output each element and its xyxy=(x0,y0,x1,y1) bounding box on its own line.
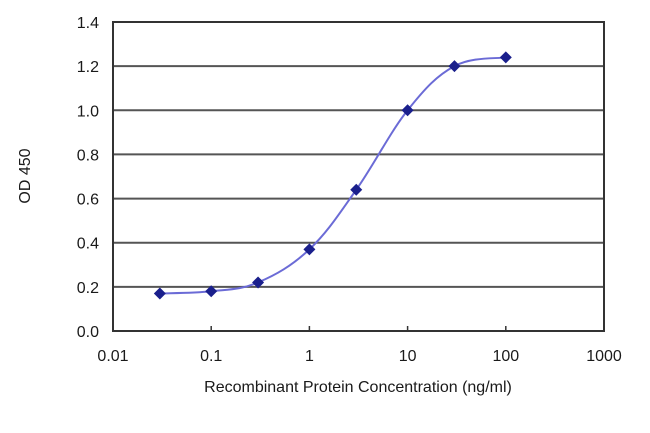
y-tick-label: 1.4 xyxy=(77,15,99,32)
y-tick-label: 0.4 xyxy=(77,236,99,253)
x-tick-label: 1 xyxy=(305,348,314,365)
x-axis-tick-labels: 0.01 0.1 1 10 100 1000 xyxy=(97,348,621,365)
data-point-marker xyxy=(401,104,414,117)
x-tick-label: 10 xyxy=(399,348,417,365)
y-axis-title: OD 450 xyxy=(17,148,34,203)
x-tick-label: 0.01 xyxy=(97,348,128,365)
y-tick-label: 0.0 xyxy=(77,324,99,341)
x-tick-label: 100 xyxy=(492,348,519,365)
series-line xyxy=(159,56,506,295)
data-point-marker xyxy=(252,276,265,289)
y-tick-label: 0.6 xyxy=(77,192,99,209)
x-tick-label: 1000 xyxy=(586,348,622,365)
data-point-marker xyxy=(448,60,461,73)
x-tick-label: 0.1 xyxy=(200,348,222,365)
data-point-marker xyxy=(499,51,512,64)
y-tick-label: 1.0 xyxy=(77,103,99,120)
data-point-marker xyxy=(303,243,316,256)
plot-area xyxy=(112,21,605,332)
data-point-marker xyxy=(350,183,363,196)
data-markers xyxy=(153,51,512,300)
y-tick-label: 0.2 xyxy=(77,280,99,297)
data-point-marker xyxy=(205,285,218,298)
y-tick-label: 1.2 xyxy=(77,59,99,76)
x-axis-ticks xyxy=(112,326,605,331)
y-axis-tick-labels: 0.0 0.2 0.4 0.6 0.8 1.0 1.2 1.4 xyxy=(77,15,99,341)
gridlines xyxy=(113,21,604,332)
data-point-marker xyxy=(153,287,166,300)
x-axis-title: Recombinant Protein Concentration (ng/ml… xyxy=(204,379,512,396)
y-tick-label: 0.8 xyxy=(77,147,99,164)
